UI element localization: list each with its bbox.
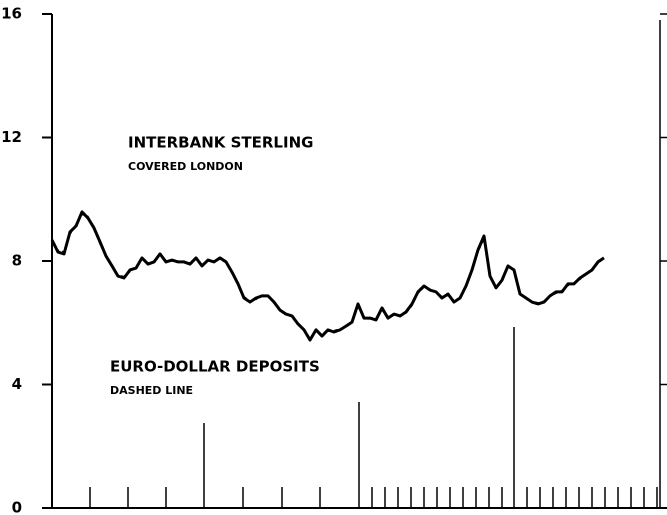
series-line: [50, 210, 605, 342]
y-tick-label: 16: [1, 5, 22, 23]
y-tick-label: 0: [12, 499, 22, 515]
annotation: COVERED LONDON: [128, 160, 243, 173]
annotation: DASHED LINE: [110, 384, 193, 397]
y-tick-label: 12: [1, 128, 22, 146]
series-line: [51, 214, 605, 339]
annotation: INTERBANK STERLING: [128, 134, 313, 152]
y-tick-label: 4: [12, 375, 22, 393]
y-tick-label: 8: [12, 252, 22, 270]
annotation: EURO-DOLLAR DEPOSITS: [110, 358, 320, 376]
